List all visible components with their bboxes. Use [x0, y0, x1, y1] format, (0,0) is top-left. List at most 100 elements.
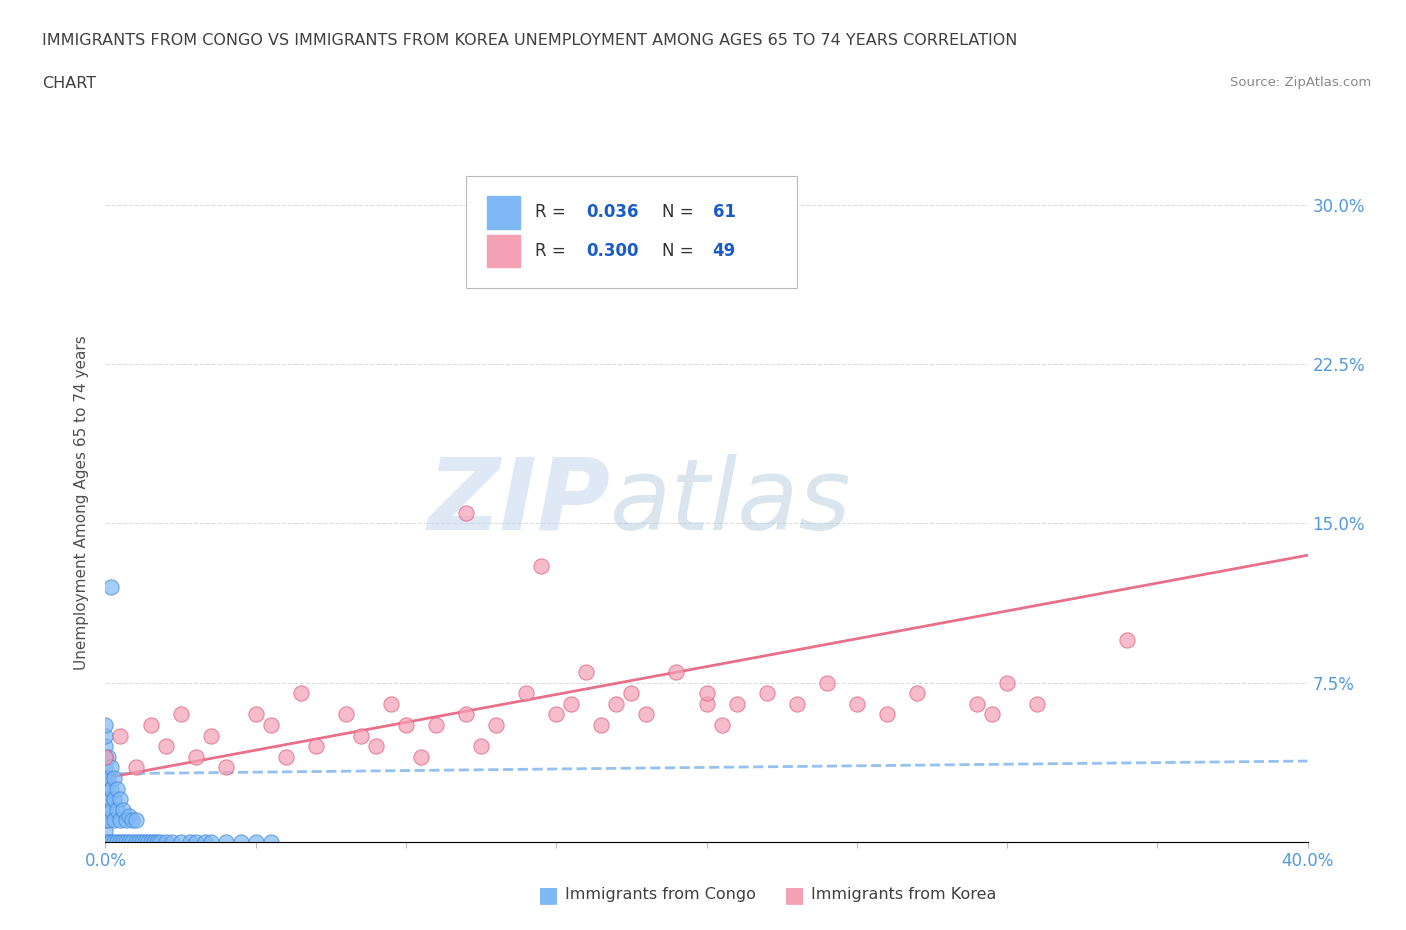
Point: [148, 834, 170, 849]
Point: [560, 697, 582, 711]
Point: [995, 675, 1018, 690]
Point: [245, 834, 267, 849]
Point: [515, 685, 537, 700]
Point: [335, 707, 357, 722]
Point: [200, 834, 222, 849]
Point: [94, 738, 117, 753]
Text: R =: R =: [534, 204, 571, 221]
Point: [815, 675, 838, 690]
Point: [110, 813, 132, 828]
Point: [100, 834, 122, 849]
Point: [94, 824, 117, 839]
Point: [155, 738, 177, 753]
Point: [245, 707, 267, 722]
Point: [1026, 697, 1049, 711]
Point: [184, 750, 207, 764]
Text: R =: R =: [534, 242, 571, 260]
Point: [710, 718, 733, 733]
Point: [142, 834, 165, 849]
Point: [485, 718, 508, 733]
Point: [100, 579, 122, 594]
Point: [112, 803, 135, 817]
Point: [169, 834, 191, 849]
Point: [546, 707, 568, 722]
Point: [454, 505, 477, 520]
Point: [179, 834, 201, 849]
Point: [107, 781, 129, 796]
Point: [97, 813, 120, 828]
Point: [755, 685, 778, 700]
Point: [94, 781, 117, 796]
Point: [112, 834, 135, 849]
Point: [100, 781, 122, 796]
Point: [169, 707, 191, 722]
Point: [194, 834, 217, 849]
Point: [94, 771, 117, 786]
Point: [260, 718, 283, 733]
Point: [136, 834, 159, 849]
Point: [100, 760, 122, 775]
Point: [107, 803, 129, 817]
Text: ■: ■: [785, 884, 804, 905]
Point: [134, 834, 156, 849]
Point: [575, 665, 598, 680]
Point: [110, 834, 132, 849]
Point: [107, 834, 129, 849]
Point: [121, 813, 143, 828]
Point: [103, 813, 125, 828]
Point: [124, 813, 146, 828]
Point: [214, 834, 236, 849]
Point: [741, 240, 763, 255]
Point: [128, 834, 150, 849]
Point: [97, 834, 120, 849]
Text: N =: N =: [662, 242, 699, 260]
Point: [591, 718, 613, 733]
Point: [94, 803, 117, 817]
Point: [94, 791, 117, 806]
Point: [620, 685, 643, 700]
Point: [94, 834, 117, 849]
Point: [103, 834, 125, 849]
Point: [100, 803, 122, 817]
Text: 0.036: 0.036: [586, 204, 638, 221]
Point: [94, 750, 117, 764]
Text: 49: 49: [713, 242, 735, 260]
Point: [876, 707, 898, 722]
Point: [636, 707, 658, 722]
Text: N =: N =: [662, 204, 699, 221]
Point: [139, 718, 162, 733]
Point: [364, 738, 387, 753]
Point: [470, 738, 492, 753]
Text: ZIP: ZIP: [427, 454, 610, 551]
Point: [160, 834, 183, 849]
Point: [845, 697, 868, 711]
Point: [139, 834, 162, 849]
Point: [260, 834, 283, 849]
Point: [725, 697, 748, 711]
Point: [115, 813, 138, 828]
Point: [115, 834, 138, 849]
Point: [905, 685, 928, 700]
Bar: [486, 196, 520, 229]
Point: [786, 697, 808, 711]
Point: [665, 665, 688, 680]
Text: CHART: CHART: [42, 76, 96, 91]
Point: [229, 834, 252, 849]
Text: Immigrants from Congo: Immigrants from Congo: [565, 887, 756, 902]
Point: [97, 771, 120, 786]
Point: [131, 834, 153, 849]
Point: [118, 834, 141, 849]
Point: [118, 809, 141, 824]
Point: [103, 771, 125, 786]
Point: [395, 718, 418, 733]
Point: [290, 685, 312, 700]
Text: atlas: atlas: [610, 454, 852, 551]
Point: [110, 728, 132, 743]
Bar: [486, 234, 520, 267]
Point: [425, 718, 447, 733]
Point: [124, 834, 146, 849]
Point: [94, 813, 117, 828]
Point: [94, 750, 117, 764]
Point: [966, 697, 988, 711]
Point: [214, 760, 236, 775]
